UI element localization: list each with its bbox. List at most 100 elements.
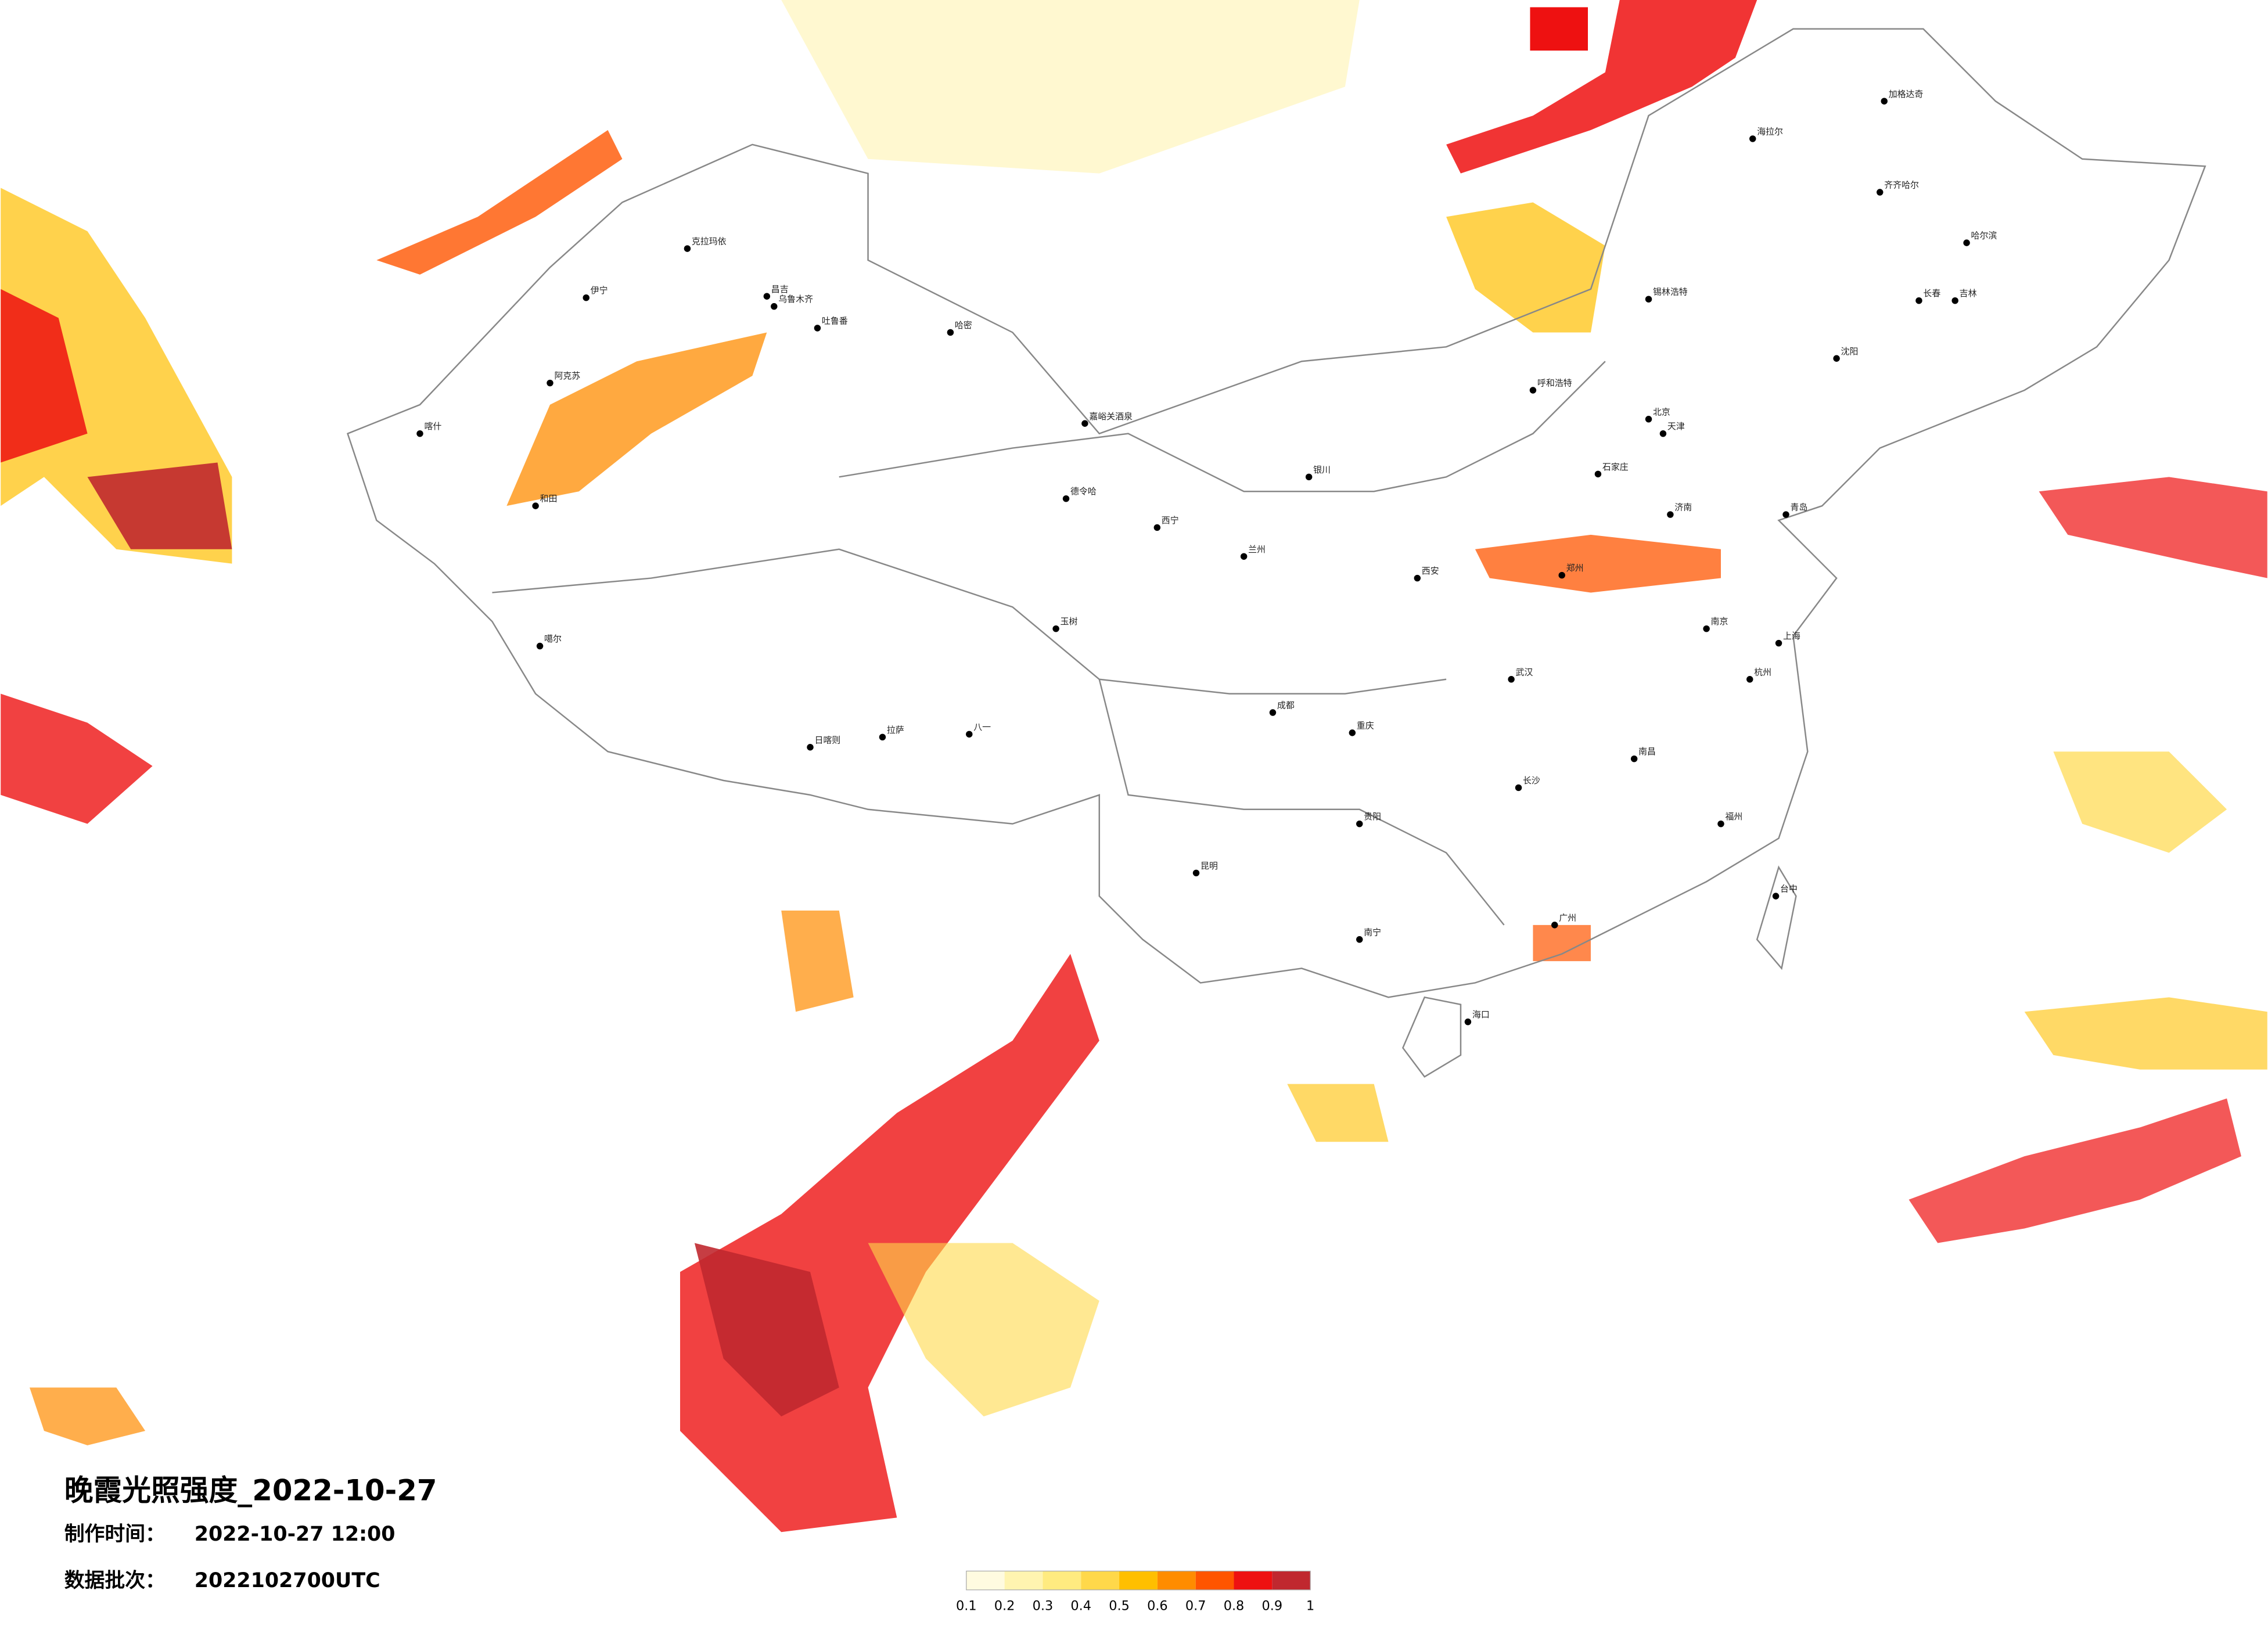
city-dot (1749, 135, 1756, 142)
city-label: 哈尔滨 (1971, 231, 1997, 241)
city-label: 西安 (1422, 566, 1439, 576)
city-dot (684, 245, 691, 252)
city-dot (763, 293, 771, 300)
city-label: 伊宁 (591, 285, 608, 296)
city-dot (1508, 676, 1515, 683)
city-dot (1052, 625, 1059, 632)
city-label: 西宁 (1162, 515, 1179, 526)
city-label: 拉萨 (887, 725, 904, 735)
city-dot (879, 733, 886, 741)
map-title: 晚霞光照强度_2022-10-27 (64, 1473, 437, 1507)
city-label: 南京 (1711, 616, 1728, 627)
city-label: 石家庄 (1602, 462, 1629, 472)
legend-label: 1 (1306, 1599, 1314, 1614)
city-dot (416, 430, 423, 437)
city-label: 南昌 (1638, 746, 1656, 757)
city-dot (1703, 625, 1710, 632)
city-dot (807, 744, 814, 751)
city-dot (1877, 189, 1884, 196)
city-dot (1645, 416, 1652, 423)
city-dot (1594, 470, 1602, 478)
legend-label: 0.2 (994, 1599, 1015, 1614)
city-dot (532, 502, 539, 509)
city-dot (1717, 820, 1724, 828)
boundaries (346, 28, 2206, 1078)
legend-swatch (1272, 1571, 1311, 1590)
city-label: 天津 (1667, 421, 1685, 431)
city-label: 银川 (1313, 465, 1331, 475)
legend-swatch (1081, 1571, 1120, 1590)
city-label: 台中 (1780, 884, 1798, 894)
city-dot (1349, 729, 1356, 736)
city-label: 郑州 (1566, 563, 1584, 573)
city-dot (1782, 511, 1789, 518)
city-label: 福州 (1725, 811, 1742, 822)
legend-swatch (1043, 1571, 1081, 1590)
city-dot (1515, 784, 1522, 792)
legend-swatch (1195, 1571, 1234, 1590)
batch-label: 数据批次： (64, 1569, 166, 1592)
city-label: 呼和浩特 (1537, 378, 1572, 388)
city-label: 济南 (1674, 502, 1692, 513)
city-label: 锡林浩特 (1653, 287, 1688, 297)
city-dot (1240, 553, 1248, 560)
city-dot (1529, 387, 1537, 394)
city-label: 青岛 (1790, 502, 1807, 513)
city-dot (1915, 297, 1922, 304)
legend-label: 0.3 (1033, 1599, 1054, 1614)
city-label: 克拉玛依 (692, 236, 727, 247)
city-dot (583, 294, 590, 301)
city-dot (1775, 639, 1782, 647)
city-dot (1356, 820, 1363, 828)
city-label: 昆明 (1201, 861, 1218, 871)
city-label: 加格达奇 (1889, 89, 1924, 99)
city-label: 和田 (540, 494, 558, 504)
city-dot (1062, 495, 1070, 502)
city-dot (1305, 473, 1313, 481)
city-dot (1192, 869, 1200, 877)
city-label: 海拉尔 (1757, 126, 1783, 136)
city-dot (536, 642, 544, 650)
city-label: 长沙 (1523, 775, 1540, 786)
legend-label: 0.5 (1109, 1599, 1130, 1614)
city-label: 阿克苏 (554, 370, 580, 381)
city-dot (1772, 893, 1780, 900)
city-label: 长春 (1923, 288, 1940, 298)
city-dot (1153, 524, 1161, 531)
city-label: 八一 (973, 722, 991, 732)
city-dot (1081, 420, 1088, 427)
city-label: 昌吉 (771, 284, 789, 294)
city-dot (547, 379, 553, 387)
city-dot (966, 731, 973, 738)
city-label: 沈阳 (1841, 346, 1859, 357)
legend-swatch (1234, 1571, 1273, 1590)
city-label: 喀什 (424, 421, 441, 431)
city-dot (1659, 430, 1667, 437)
city-label: 乌鲁木齐 (778, 294, 813, 304)
legend-label: 0.8 (1224, 1599, 1245, 1614)
city-label: 哈密 (955, 320, 972, 330)
legend-label: 0.9 (1262, 1599, 1283, 1614)
city-dot (771, 303, 778, 310)
city-dot (1414, 574, 1421, 582)
city-label: 海口 (1472, 1009, 1490, 1020)
city-label: 日喀则 (814, 735, 840, 745)
legend-swatch (966, 1571, 1005, 1590)
city-label: 嘉峪关酒泉 (1089, 411, 1133, 422)
city-dot (1881, 98, 1888, 105)
city-dot (1551, 922, 1558, 929)
afterglow-field (1, 0, 2267, 1533)
city-dot (814, 325, 821, 332)
city-dot (1746, 676, 1753, 683)
city-label: 北京 (1653, 406, 1670, 417)
legend-label: 0.4 (1070, 1599, 1091, 1614)
city-label: 重庆 (1357, 720, 1374, 731)
city-label: 吉林 (1960, 288, 1977, 298)
made-time: 2022-10-27 12:00 (195, 1523, 396, 1546)
legend-label: 0.1 (956, 1599, 977, 1614)
city-dot (1464, 1018, 1472, 1026)
city-label: 杭州 (1754, 667, 1771, 677)
made-label: 制作时间： (64, 1523, 166, 1546)
